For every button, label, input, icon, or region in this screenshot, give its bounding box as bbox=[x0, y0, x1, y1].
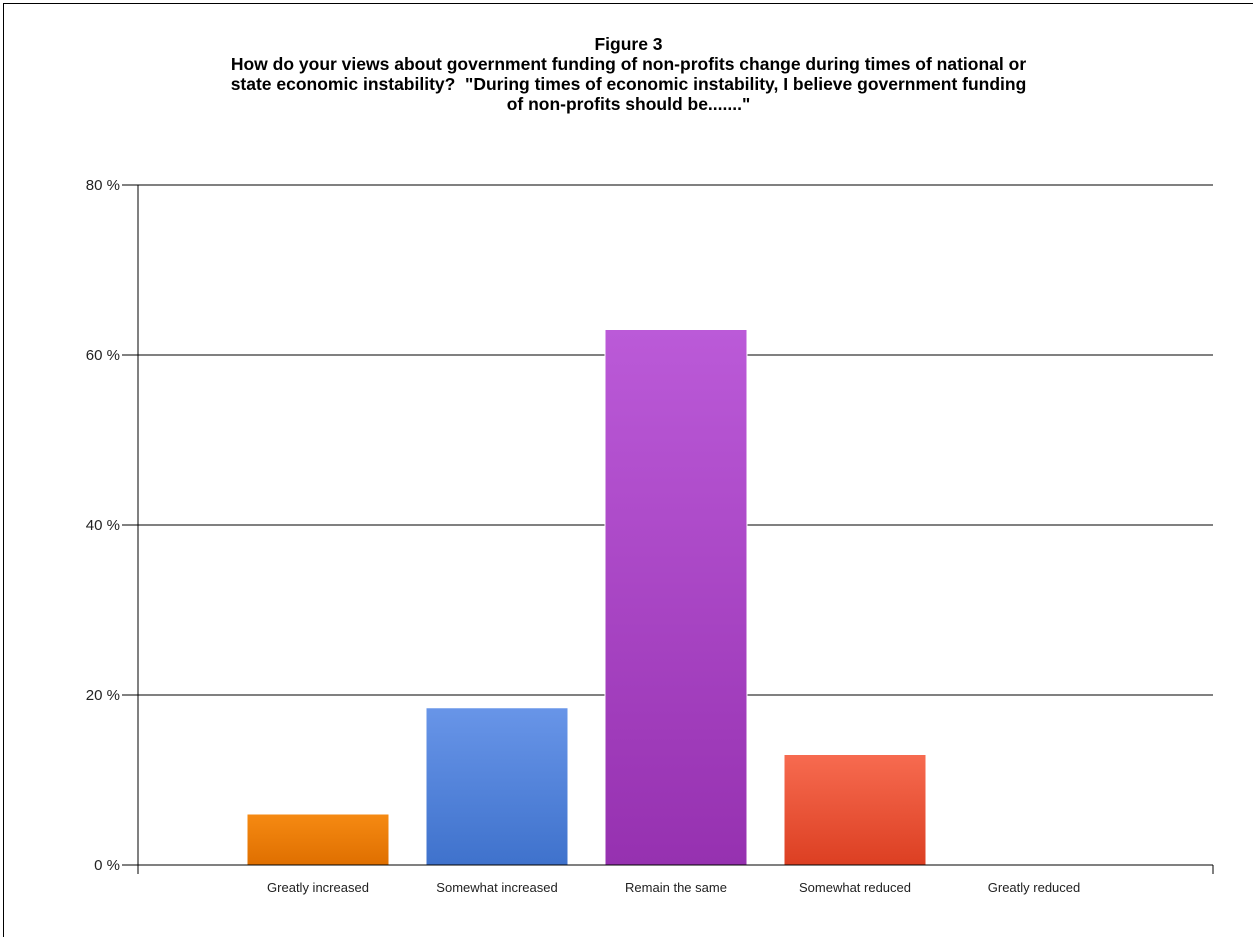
y-tick-labels: 0 % 20 % 40 % 60 % 80 % bbox=[86, 177, 120, 874]
y-tick-label: 40 % bbox=[86, 517, 120, 534]
bar-somewhat-reduced bbox=[783, 754, 927, 866]
bar-greatly-increased bbox=[246, 813, 390, 866]
bar-somewhat-increased bbox=[425, 707, 569, 866]
chart-subtitle-line-3: of non-profits should be......." bbox=[506, 94, 751, 114]
x-tick-label: Somewhat increased bbox=[436, 880, 557, 895]
x-tick-label: Remain the same bbox=[625, 880, 727, 895]
x-tick-label: Greatly reduced bbox=[988, 880, 1081, 895]
bars bbox=[246, 329, 927, 866]
chart-title: Figure 3 bbox=[594, 34, 663, 54]
bar-remain-the-same bbox=[604, 329, 748, 866]
x-tick-label: Greatly increased bbox=[267, 880, 369, 895]
y-tick-label: 80 % bbox=[86, 177, 120, 194]
x-tick-labels: Greatly increased Somewhat increased Remai… bbox=[267, 880, 1080, 895]
chart-title-block: Figure 3 How do your views about governm… bbox=[0, 34, 1257, 114]
chart-subtitle-line-2: state economic instability? "During time… bbox=[230, 74, 1027, 94]
chart-subtitle-line-1: How do your views about government fundi… bbox=[230, 54, 1027, 74]
y-tick-label: 20 % bbox=[86, 687, 120, 704]
chart-frame bbox=[3, 3, 1253, 937]
y-tick-label: 60 % bbox=[86, 347, 120, 364]
axes bbox=[122, 184, 1214, 874]
x-tick-label: Somewhat reduced bbox=[799, 880, 911, 895]
y-tick-label: 0 % bbox=[94, 857, 120, 874]
